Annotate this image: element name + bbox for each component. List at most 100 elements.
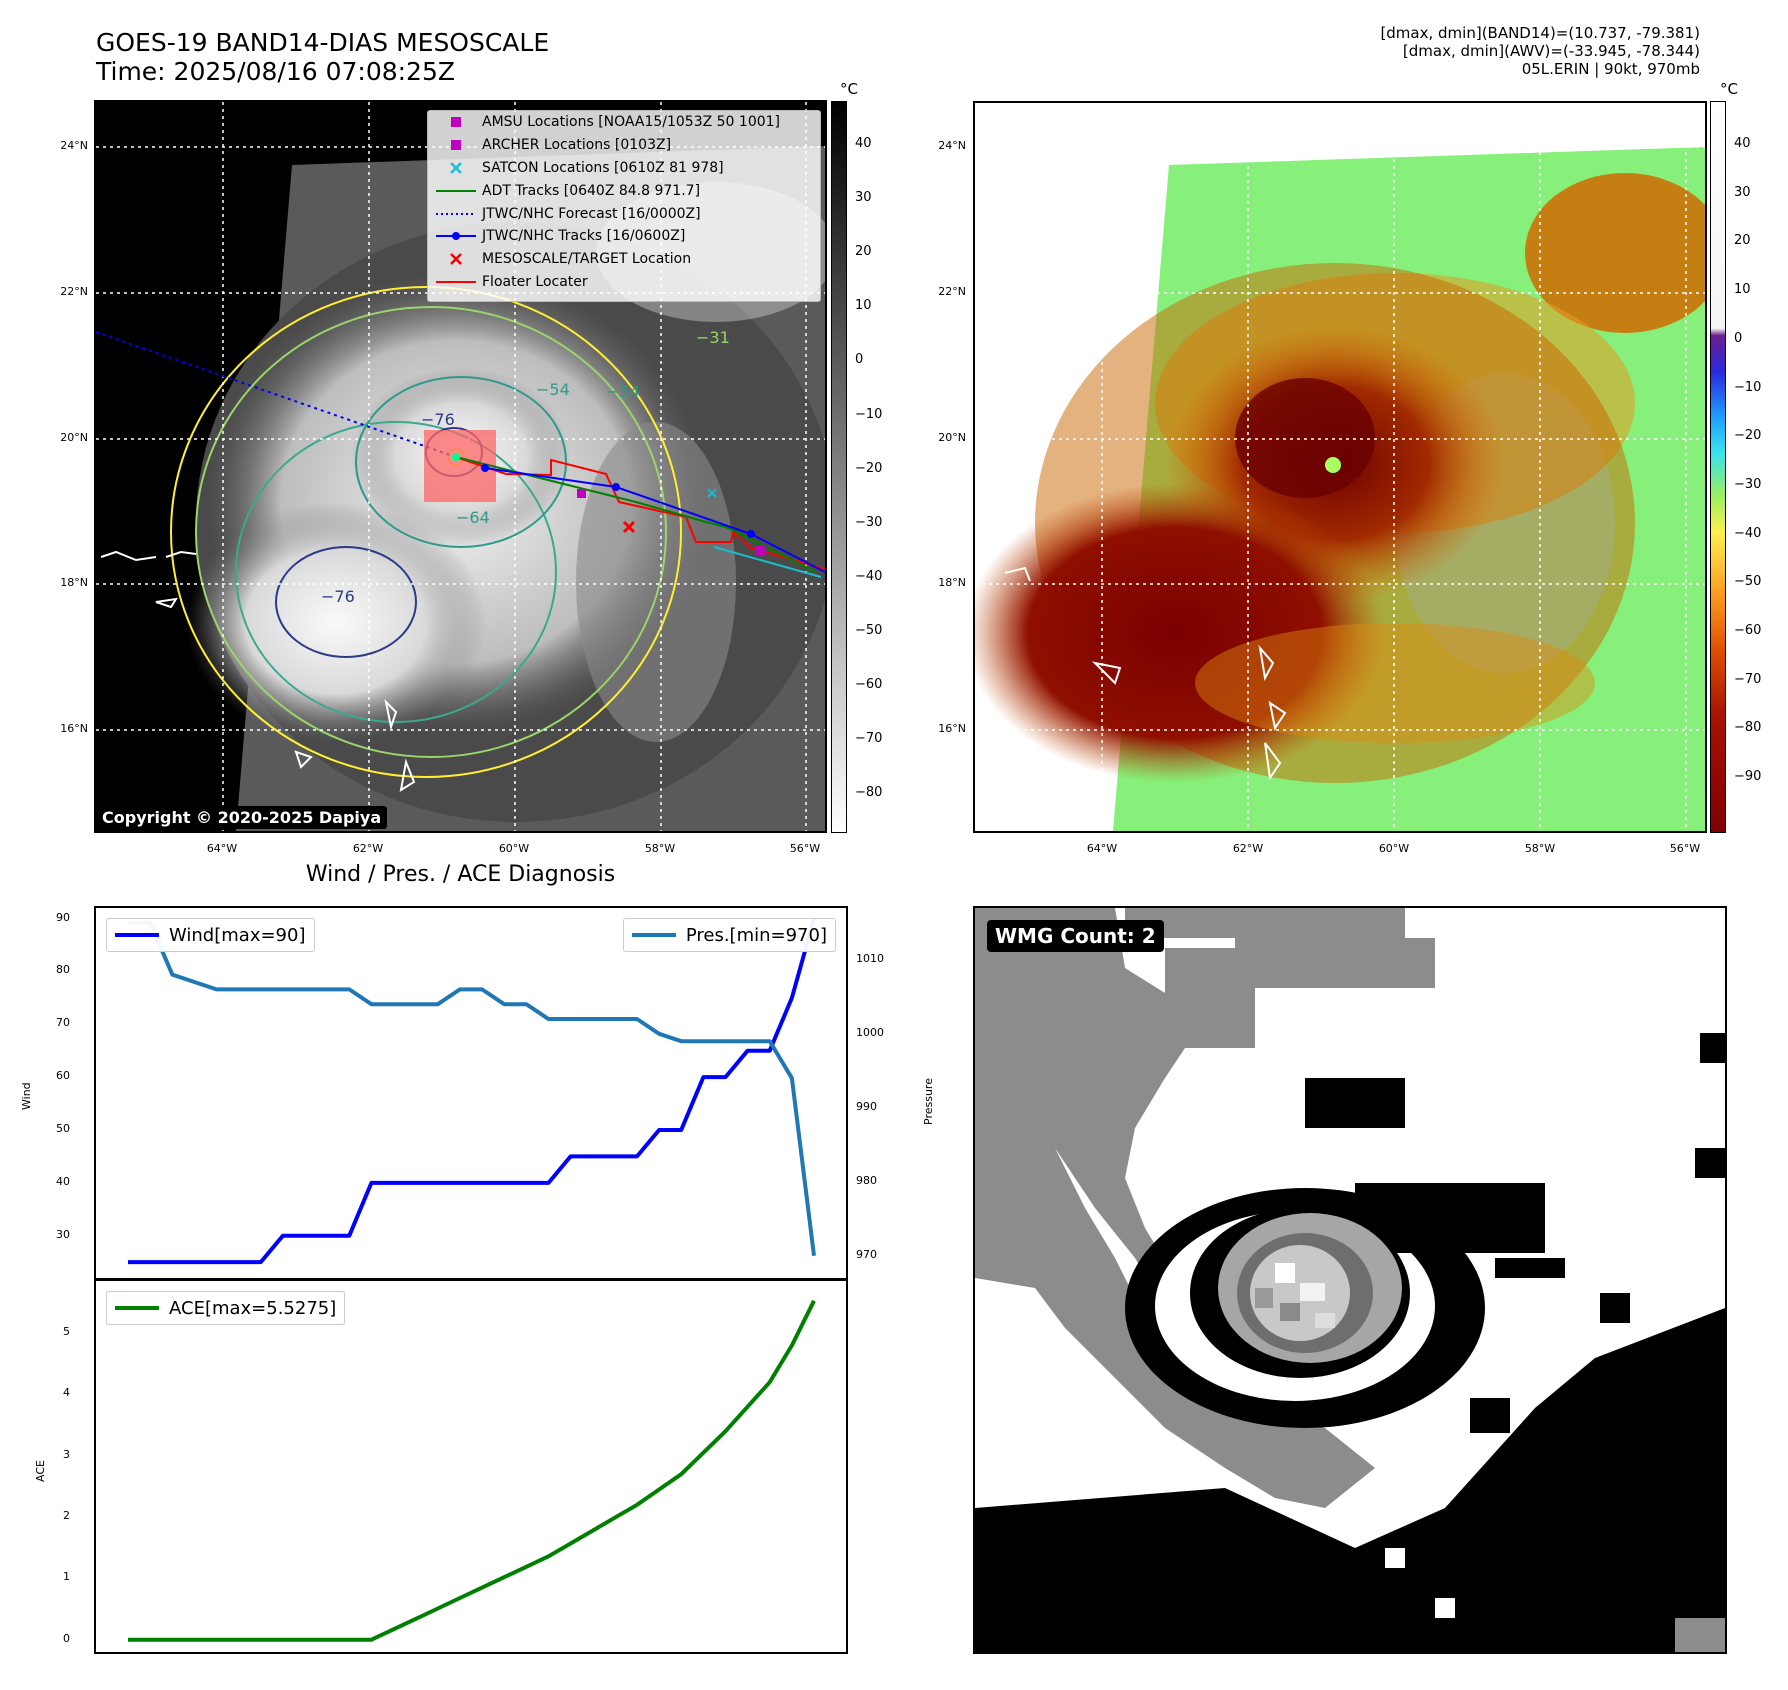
legend-symbol-icon xyxy=(436,230,476,242)
ace-tick-label: 2 xyxy=(63,1509,70,1523)
lon-tick-label: 60°W xyxy=(498,842,530,855)
lon-tick-label: 58°W xyxy=(1524,842,1556,855)
right-colorbar-unit: °C xyxy=(1720,80,1738,98)
figure-title: GOES-19 BAND14-DIAS MESOSCALE Time: 2025… xyxy=(96,28,549,86)
pressure-legend-line xyxy=(631,933,676,937)
legend-label: ARCHER Locations [0103Z] xyxy=(482,137,672,154)
legend-entry: SATCON Locations [0610Z 81 978] xyxy=(428,157,820,180)
wind-tick-label: 80 xyxy=(56,963,70,977)
colorbar-tick-label: −60 xyxy=(1734,623,1762,638)
copyright-badge: Copyright © 2020-2025 Dapiya xyxy=(96,806,388,829)
ace-tick-label: 1 xyxy=(63,1570,70,1584)
colorbar-tick-label: 30 xyxy=(1734,184,1751,200)
colorbar-tick-label: −30 xyxy=(1734,476,1762,492)
colorbar-tick-label: −40 xyxy=(855,568,883,584)
series-line xyxy=(128,918,816,1265)
contour-label: −76 xyxy=(321,587,355,606)
legend-label: JTWC/NHC Tracks [16/0600Z] xyxy=(482,228,686,245)
colorbar-tick-label: −20 xyxy=(855,460,883,476)
wmg-image xyxy=(975,908,1725,1652)
legend-label: JTWC/NHC Forecast [16/0000Z] xyxy=(482,205,701,222)
lon-tick-label: 56°W xyxy=(789,842,821,855)
lat-tick-label: 24°N xyxy=(60,139,88,152)
ace-legend-line xyxy=(115,1306,159,1310)
lon-tick-label: 62°W xyxy=(352,842,384,855)
colorbar-tick-label: −20 xyxy=(1734,428,1762,444)
wind-tick-label: 40 xyxy=(56,1174,70,1188)
legend-entry: AMSU Locations [NOAA15/1053Z 50 1001] xyxy=(428,111,820,134)
right-colorbar xyxy=(1710,101,1726,833)
info-line-2: [dmax, dmin](AWV)=(-33.945, -78.344) xyxy=(1402,42,1700,60)
lat-tick-label: 16°N xyxy=(60,722,88,735)
colorbar-tick-label: 10 xyxy=(1734,282,1751,298)
lon-tick-label: 58°W xyxy=(644,842,676,855)
info-block: [dmax, dmin](BAND14)=(10.737, -79.381) [… xyxy=(1380,24,1700,78)
colorbar-tick-label: −10 xyxy=(855,406,883,422)
lat-tick-label: 20°N xyxy=(60,431,88,444)
ace-tick-label: 5 xyxy=(63,1325,70,1339)
contour-label: −76 xyxy=(421,410,455,429)
lon-tick-label: 60°W xyxy=(1378,842,1410,855)
legend-symbol-icon xyxy=(436,116,476,128)
legend-symbol-icon xyxy=(436,139,476,151)
colorbar-tick-label: −40 xyxy=(1734,525,1762,541)
contour-label: −31 xyxy=(696,328,730,347)
legend-symbol-icon xyxy=(436,253,476,266)
colorbar-tick-label: −50 xyxy=(1734,574,1762,590)
lat-tick-label: 24°N xyxy=(938,139,966,152)
contour-label: −54 xyxy=(606,382,640,401)
series-line xyxy=(128,920,816,1257)
lat-tick-label: 16°N xyxy=(938,722,966,735)
ace-plot: ACE[max=5.5275] xyxy=(94,1279,848,1654)
lat-tick-label: 18°N xyxy=(60,576,88,589)
wind-legend: Wind[max=90] xyxy=(106,918,315,952)
colorbar-tick-label: 20 xyxy=(855,244,872,260)
legend-entry: ADT Tracks [0640Z 84.8 971.7] xyxy=(428,179,820,202)
wind-tick-label: 30 xyxy=(56,1227,70,1241)
wind-axis-label: Wind xyxy=(20,1082,33,1110)
lat-tick-label: 18°N xyxy=(938,576,966,589)
colorbar-tick-label: −80 xyxy=(1734,720,1762,736)
ace-legend-label: ACE[max=5.5275] xyxy=(169,1297,337,1319)
legend-label: SATCON Locations [0610Z 81 978] xyxy=(482,159,724,176)
contour-label: −54 xyxy=(536,380,570,399)
colorbar-tick-label: −80 xyxy=(855,785,883,801)
colorbar-tick-label: −30 xyxy=(855,514,883,530)
wind-tick-label: 70 xyxy=(56,1016,70,1030)
legend-entry: JTWC/NHC Tracks [16/0600Z] xyxy=(428,225,820,248)
title-line-1: GOES-19 BAND14-DIAS MESOSCALE xyxy=(96,28,550,57)
pressure-tick-label: 990 xyxy=(856,1099,877,1113)
right-map-image xyxy=(975,103,1705,831)
legend-entry: Floater Locater xyxy=(428,271,820,294)
ace-tick-label: 4 xyxy=(63,1386,70,1400)
legend-entry: JTWC/NHC Forecast [16/0000Z] xyxy=(428,202,820,225)
legend-symbol-icon xyxy=(436,276,476,288)
lon-tick-label: 64°W xyxy=(1086,842,1118,855)
colorbar-tick-label: 10 xyxy=(855,298,872,314)
contour-label: −64 xyxy=(456,508,490,527)
colorbar-tick-label: 0 xyxy=(855,352,864,368)
colorbar-tick-label: 0 xyxy=(1734,330,1743,346)
ace-legend: ACE[max=5.5275] xyxy=(106,1291,346,1325)
wind-tick-label: 60 xyxy=(56,1069,70,1083)
title-line-2: Time: 2025/08/16 07:08:25Z xyxy=(96,57,455,86)
colorbar-tick-label: 20 xyxy=(1734,233,1751,249)
colorbar-tick-label: 30 xyxy=(855,190,872,206)
lon-tick-label: 62°W xyxy=(1232,842,1264,855)
pressure-tick-label: 1000 xyxy=(856,1025,884,1039)
colorbar-tick-label: −90 xyxy=(1734,769,1762,785)
colorbar-tick-label: −70 xyxy=(1734,671,1762,687)
colorbar-tick-label: −60 xyxy=(855,677,883,692)
pressure-tick-label: 1010 xyxy=(856,951,884,965)
right-map-panel xyxy=(973,101,1707,833)
left-colorbar-unit: °C xyxy=(840,80,858,98)
ace-axis-label: ACE xyxy=(34,1460,47,1482)
lat-tick-label: 22°N xyxy=(938,285,966,298)
pressure-legend: Pres.[min=970] xyxy=(622,918,836,952)
wind-tick-label: 90 xyxy=(56,910,70,924)
pressure-axis-label: Pressure xyxy=(922,1078,935,1125)
lon-tick-label: 56°W xyxy=(1669,842,1701,855)
colorbar-tick-label: 40 xyxy=(1734,136,1751,151)
wind-tick-label: 50 xyxy=(56,1122,70,1135)
ace-tick-label: 0 xyxy=(63,1631,70,1645)
